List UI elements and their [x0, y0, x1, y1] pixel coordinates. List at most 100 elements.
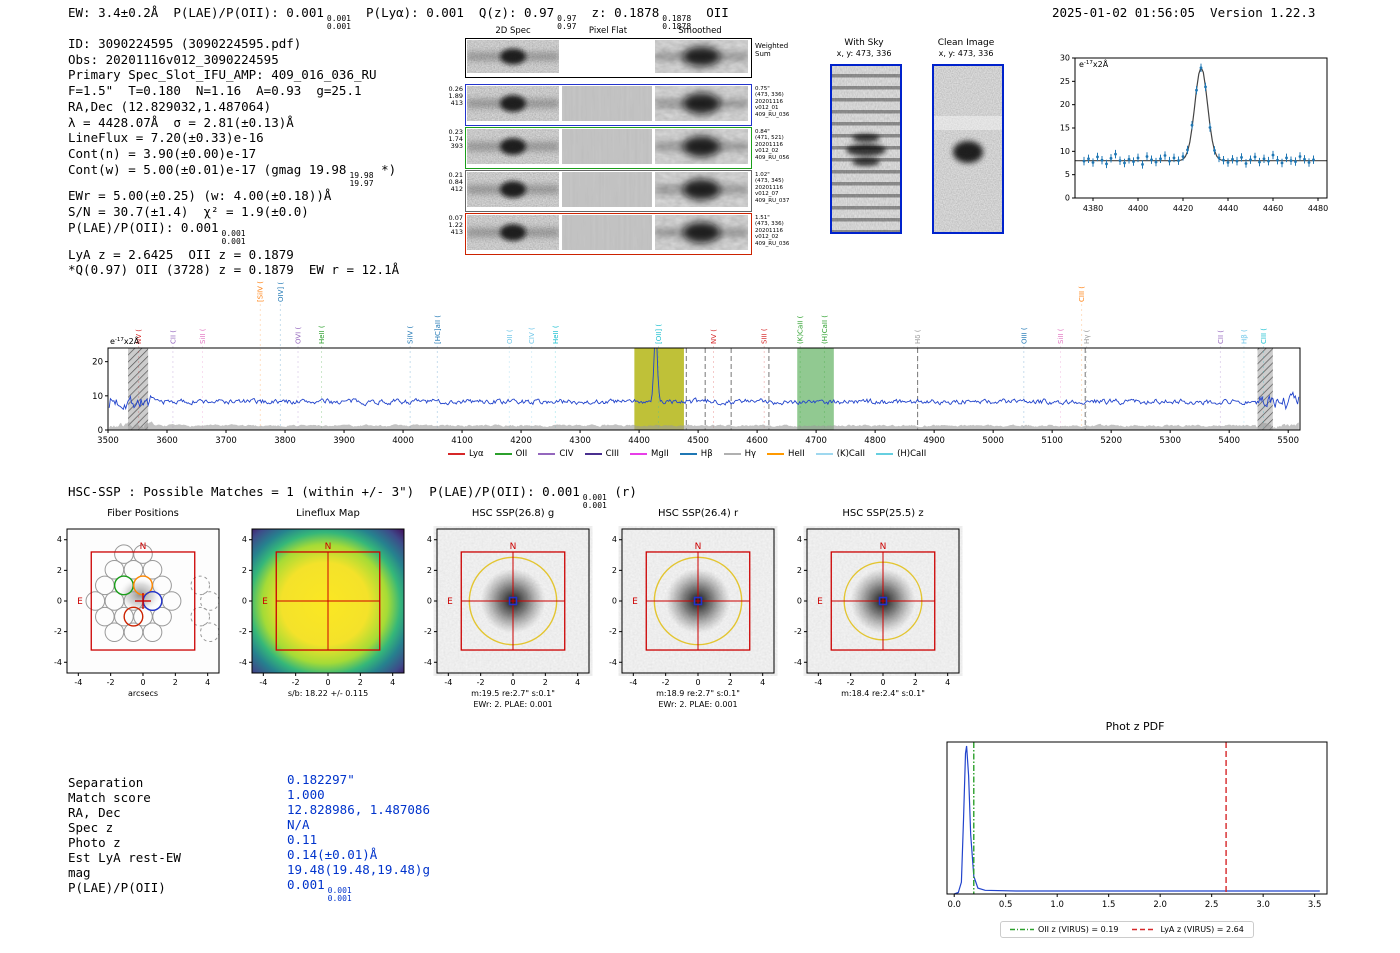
- svg-text:-4: -4: [259, 678, 267, 687]
- svg-text:20: 20: [92, 358, 103, 368]
- legend-label: CIII: [605, 449, 620, 459]
- full-spectrum-plot: NV (CII (SiII ([SiIV (OIV] (OVI (HeII (S…: [92, 281, 1301, 446]
- match-row-value: 19.48(19.48,19.48)g: [287, 862, 430, 878]
- spec2d-cell-smooth: [655, 40, 748, 73]
- svg-text:4: 4: [390, 678, 395, 687]
- svg-text:4380: 4380: [1083, 204, 1103, 213]
- svg-text:10: 10: [1060, 147, 1070, 156]
- text-segment: P(Lyα): 0.001 Q(z): 0.97: [350, 5, 555, 20]
- svg-text:-4: -4: [239, 658, 247, 667]
- match-row-label: Photo z: [68, 835, 121, 850]
- svg-text:HeII (: HeII (: [552, 325, 560, 344]
- legend-swatch: [584, 453, 602, 455]
- info-line: RA,Dec (12.829032,1.487064): [68, 99, 399, 115]
- svg-text:2: 2: [913, 678, 918, 687]
- legend-swatch: [448, 453, 465, 455]
- svg-text:4400: 4400: [628, 436, 650, 446]
- spec2d-cell-spec: [467, 172, 559, 207]
- match-row-label: mag: [68, 865, 91, 880]
- legend-swatch: [815, 453, 833, 455]
- text-segment: (r): [606, 484, 637, 499]
- svg-text:4500: 4500: [687, 436, 709, 446]
- stacked-uncertainty: 0.97 0.97: [557, 14, 577, 32]
- info-line: LyA z = 2.6425 OII z = 0.1879: [68, 247, 399, 263]
- svg-text:4460: 4460: [1263, 204, 1283, 213]
- match-row-value: 12.828986, 1.487086: [287, 802, 430, 818]
- svg-text:-2: -2: [292, 678, 300, 687]
- info-line: P(LAE)/P(OII): 0.001 0.001 0.001: [68, 220, 399, 247]
- svg-text:0: 0: [510, 678, 515, 687]
- svg-text:-4: -4: [74, 678, 82, 687]
- svg-text:(K)CaII (: (K)CaII (: [797, 315, 805, 344]
- spec2d-cell-spec: [467, 215, 559, 250]
- svg-text:Hδ (: Hδ (: [914, 329, 922, 344]
- text-segment: z: 0.1878: [576, 5, 660, 20]
- svg-text:0: 0: [612, 597, 617, 606]
- svg-text:e-17x2Å: e-17x2Å: [110, 335, 140, 346]
- sky-panel-title: With Sky: [844, 38, 884, 48]
- cutout-caption: EWr: 2. PLAE: 0.001: [658, 700, 738, 709]
- photz-pdf-plot: 0.0 0.5 1.0 1.5 2.0 2.5 3.0 3.5: [946, 741, 1328, 910]
- svg-text:E: E: [632, 597, 638, 607]
- svg-text:4: 4: [57, 535, 62, 544]
- svg-text:-4: -4: [444, 678, 452, 687]
- svg-text:Hβ (: Hβ (: [1240, 329, 1248, 344]
- text-segment: 1.000: [287, 787, 325, 802]
- cutout-plot: N E -4 -2 0 2 4 4 2 0 -2 -4: [239, 528, 405, 687]
- svg-text:2.5: 2.5: [1205, 900, 1219, 910]
- svg-text:[SiIV (: [SiIV (: [257, 281, 265, 302]
- svg-text:CIII (: CIII (: [1260, 328, 1268, 344]
- svg-text:20: 20: [1060, 100, 1070, 109]
- spec2d-cell-smooth: [655, 172, 748, 207]
- svg-text:0: 0: [1065, 194, 1070, 203]
- svg-text:0: 0: [140, 678, 145, 687]
- spec2d-row-annotation: 0.75" (473, 336) 20201116 v012_01 409_RU_036: [755, 86, 790, 118]
- legend-label: LyA z (VIRUS) = 2.64: [1160, 925, 1244, 934]
- svg-text:-2: -2: [847, 678, 855, 687]
- clean-image-panel: Clean Image x, y: 473, 336: [930, 38, 1004, 238]
- svg-text:OII (: OII (: [506, 329, 514, 344]
- legend-label: CIV: [559, 449, 574, 459]
- svg-text:1.5: 1.5: [1102, 900, 1116, 910]
- svg-text:4900: 4900: [923, 436, 945, 446]
- info-line: Obs: 20201116v012_3090224595: [68, 52, 399, 68]
- svg-text:N: N: [510, 542, 517, 552]
- info-line: ID: 3090224595 (3090224595.pdf): [68, 36, 399, 52]
- info-line: λ = 4428.07Å σ = 2.81(±0.13)Å: [68, 115, 399, 131]
- sky-panel-title: Clean Image: [937, 38, 995, 48]
- text-segment: S/N = 30.7(±1.4) χ² = 1.9(±0.0): [68, 204, 309, 220]
- legend-label: OII z (VIRUS) = 0.19: [1038, 925, 1119, 934]
- spec2d-cell-smooth: [655, 215, 748, 250]
- legend-swatch: [494, 453, 512, 455]
- svg-text:SiII (: SiII (: [199, 328, 207, 344]
- cutout-caption: EWr: 2. PLAE: 0.001: [473, 700, 553, 709]
- svg-text:0: 0: [880, 678, 885, 687]
- svg-text:[OII] (: [OII] (: [655, 324, 663, 344]
- text-segment: 0.14(±0.01)Å: [287, 847, 378, 862]
- spectrum-legend-item: OII: [494, 449, 527, 459]
- svg-text:-2: -2: [609, 627, 617, 636]
- spec2d-cell-spec: [467, 129, 559, 164]
- text-segment: Cont(n) = 3.90(±0.00)e-17: [68, 145, 257, 161]
- spectrum-legend-item: CIV: [538, 449, 574, 459]
- svg-text:4: 4: [760, 678, 765, 687]
- legend-label: Hγ: [744, 449, 757, 459]
- text-segment: Cont(w) = 5.00(±0.01)e-17 (gmag 19.98: [68, 161, 347, 177]
- svg-text:4400: 4400: [1128, 204, 1148, 213]
- svg-text:15: 15: [1060, 124, 1070, 133]
- info-line: LineFlux = 7.20(±0.33)e-16: [68, 130, 399, 146]
- svg-text:CIV (: CIV (: [528, 327, 536, 344]
- spectrum-legend-item: Hβ: [679, 449, 713, 459]
- svg-text:Hγ (: Hγ (: [1083, 329, 1091, 344]
- spec2d-column-title: 2D Spec: [495, 26, 531, 36]
- svg-text:2: 2: [57, 566, 62, 575]
- svg-text:4: 4: [945, 678, 950, 687]
- svg-text:5300: 5300: [1159, 436, 1181, 446]
- svg-text:3.0: 3.0: [1256, 900, 1270, 910]
- legend-swatch: [767, 453, 785, 455]
- svg-text:N: N: [880, 542, 887, 552]
- spec2d-cell-spec: [467, 40, 559, 73]
- svg-text:0: 0: [797, 597, 802, 606]
- spec2d-row: [465, 127, 752, 169]
- svg-text:E: E: [817, 597, 823, 607]
